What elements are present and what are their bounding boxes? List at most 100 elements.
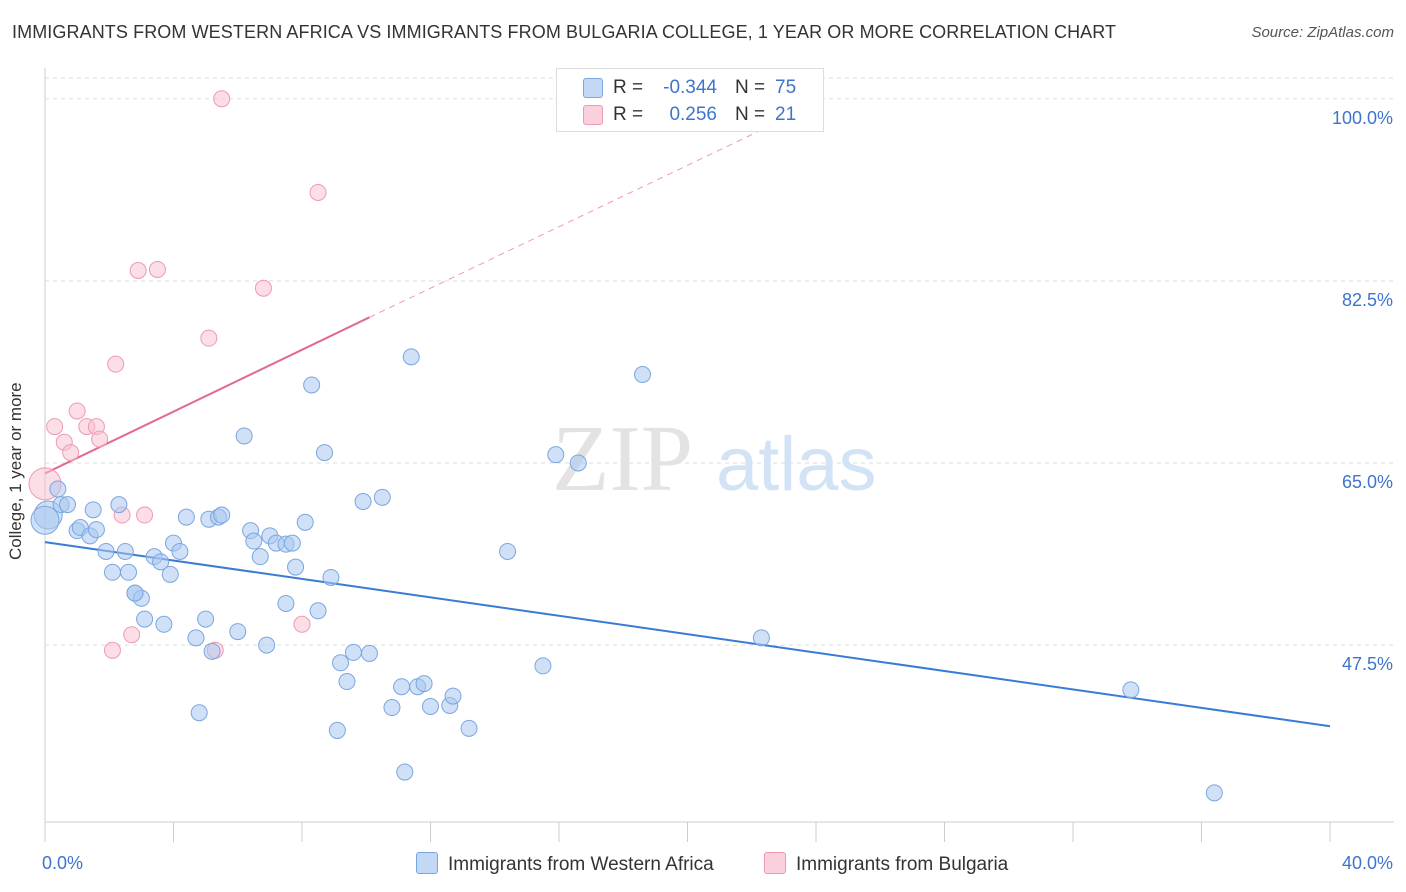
data-point-western-africa xyxy=(120,563,138,581)
data-point-western-africa xyxy=(177,508,195,526)
legend-label-western-africa: Immigrants from Western Africa xyxy=(448,854,714,875)
watermark: ZIP atlas xyxy=(552,407,877,511)
legend-swatch-blue xyxy=(416,852,438,874)
data-point-western-africa xyxy=(155,615,173,633)
data-point-western-africa xyxy=(110,496,128,514)
watermark-atlas: atlas xyxy=(716,422,877,507)
correlation-legend: R = -0.344 N = 75 R = 0.256 N = 21 xyxy=(556,68,824,132)
data-point-western-africa xyxy=(136,610,154,628)
y-tick-label: 65.0% xyxy=(1342,472,1393,492)
data-point-western-africa xyxy=(383,699,401,717)
legend-n-label: N = xyxy=(735,104,766,125)
legend-n-label: N = xyxy=(735,77,766,98)
x-tick-label: 40.0% xyxy=(1342,853,1393,873)
legend-row-bulgaria: R = 0.256 N = 21 xyxy=(557,101,823,129)
chart-source: Source: ZipAtlas.com xyxy=(1251,24,1394,41)
legend-swatch-blue xyxy=(583,78,603,98)
legend-item-western-africa: Immigrants from Western Africa xyxy=(416,852,714,876)
legend-r-value: -0.344 xyxy=(663,77,717,98)
series-western-africa-points xyxy=(30,348,1223,802)
data-point-western-africa xyxy=(332,654,350,672)
data-point-bulgaria xyxy=(148,260,166,278)
x-tick-label: 0.0% xyxy=(42,853,83,873)
legend-row-western-africa: R = -0.344 N = 75 xyxy=(557,74,823,102)
data-point-bulgaria xyxy=(254,279,272,297)
data-point-western-africa xyxy=(328,721,346,739)
data-point-western-africa xyxy=(190,704,208,722)
data-point-western-africa xyxy=(203,642,221,660)
data-point-western-africa xyxy=(1122,681,1140,699)
legend-r-label: R = xyxy=(613,104,644,125)
data-point-bulgaria xyxy=(123,626,141,644)
legend-swatch-pink xyxy=(764,852,786,874)
data-point-bulgaria xyxy=(103,641,121,659)
data-point-western-africa xyxy=(315,444,333,462)
y-tick-label: 100.0% xyxy=(1332,108,1393,128)
data-point-western-africa xyxy=(569,454,587,472)
data-point-western-africa xyxy=(84,501,102,519)
legend-n-value: 75 xyxy=(775,77,797,98)
data-point-western-africa xyxy=(277,594,295,612)
data-point-western-africa xyxy=(49,480,67,498)
data-point-western-africa xyxy=(547,446,565,464)
data-point-western-africa xyxy=(344,643,362,661)
data-point-western-africa xyxy=(499,542,517,560)
data-point-bulgaria xyxy=(293,615,311,633)
legend-r-value: 0.256 xyxy=(669,104,717,125)
data-point-western-africa xyxy=(402,348,420,366)
grid-lines xyxy=(45,77,1394,646)
data-point-western-africa xyxy=(287,558,305,576)
axes xyxy=(44,68,1394,842)
data-point-western-africa xyxy=(171,542,189,560)
data-point-western-africa xyxy=(373,488,391,506)
data-point-western-africa xyxy=(97,542,115,560)
trend-line-western-africa xyxy=(44,541,1331,728)
data-point-western-africa xyxy=(161,565,179,583)
data-point-western-africa xyxy=(338,673,356,691)
chart-title: IMMIGRANTS FROM WESTERN AFRICA VS IMMIGR… xyxy=(12,22,1117,42)
series-legend: Immigrants from Western Africa Immigrant… xyxy=(0,852,1406,878)
data-point-western-africa xyxy=(197,610,215,628)
data-point-western-africa xyxy=(752,629,770,647)
data-point-western-africa xyxy=(296,513,314,531)
data-point-western-africa xyxy=(396,763,414,781)
data-point-western-africa xyxy=(87,521,105,539)
data-point-western-africa xyxy=(58,496,76,514)
data-point-bulgaria xyxy=(213,90,231,108)
data-point-western-africa xyxy=(152,553,170,571)
legend-item-bulgaria: Immigrants from Bulgaria xyxy=(764,852,1008,876)
legend-swatch-pink xyxy=(583,105,603,125)
data-point-western-africa xyxy=(393,678,411,696)
data-point-western-africa xyxy=(303,376,321,394)
data-point-western-africa xyxy=(251,548,269,566)
data-point-western-africa xyxy=(126,584,144,602)
data-point-western-africa xyxy=(213,506,231,524)
data-point-western-africa xyxy=(187,629,205,647)
data-point-western-africa xyxy=(354,493,372,511)
data-point-bulgaria xyxy=(91,430,109,448)
data-point-bulgaria xyxy=(68,402,86,420)
data-point-western-africa xyxy=(309,602,327,620)
legend-label-bulgaria: Immigrants from Bulgaria xyxy=(796,854,1009,875)
data-point-western-africa xyxy=(444,687,462,705)
data-point-bulgaria xyxy=(46,418,64,436)
data-point-bulgaria xyxy=(107,355,125,373)
data-point-western-africa xyxy=(245,532,263,550)
data-point-western-africa xyxy=(534,657,552,675)
data-point-western-africa xyxy=(460,719,478,737)
data-point-western-africa xyxy=(229,623,247,641)
legend-n-value: 21 xyxy=(775,104,797,125)
tick-labels: 47.5% 65.0% 82.5% 100.0% 0.0% 40.0% xyxy=(42,108,1393,873)
data-point-bulgaria xyxy=(62,444,80,462)
y-tick-label: 82.5% xyxy=(1342,290,1393,310)
data-point-bulgaria xyxy=(309,183,327,201)
data-point-western-africa xyxy=(116,542,134,560)
data-point-bulgaria xyxy=(136,506,154,524)
data-point-bulgaria xyxy=(200,329,218,347)
data-point-western-africa xyxy=(258,636,276,654)
data-point-western-africa xyxy=(1205,784,1223,802)
data-point-western-africa xyxy=(235,427,253,445)
data-point-western-africa xyxy=(283,534,301,552)
data-point-western-africa xyxy=(103,563,121,581)
